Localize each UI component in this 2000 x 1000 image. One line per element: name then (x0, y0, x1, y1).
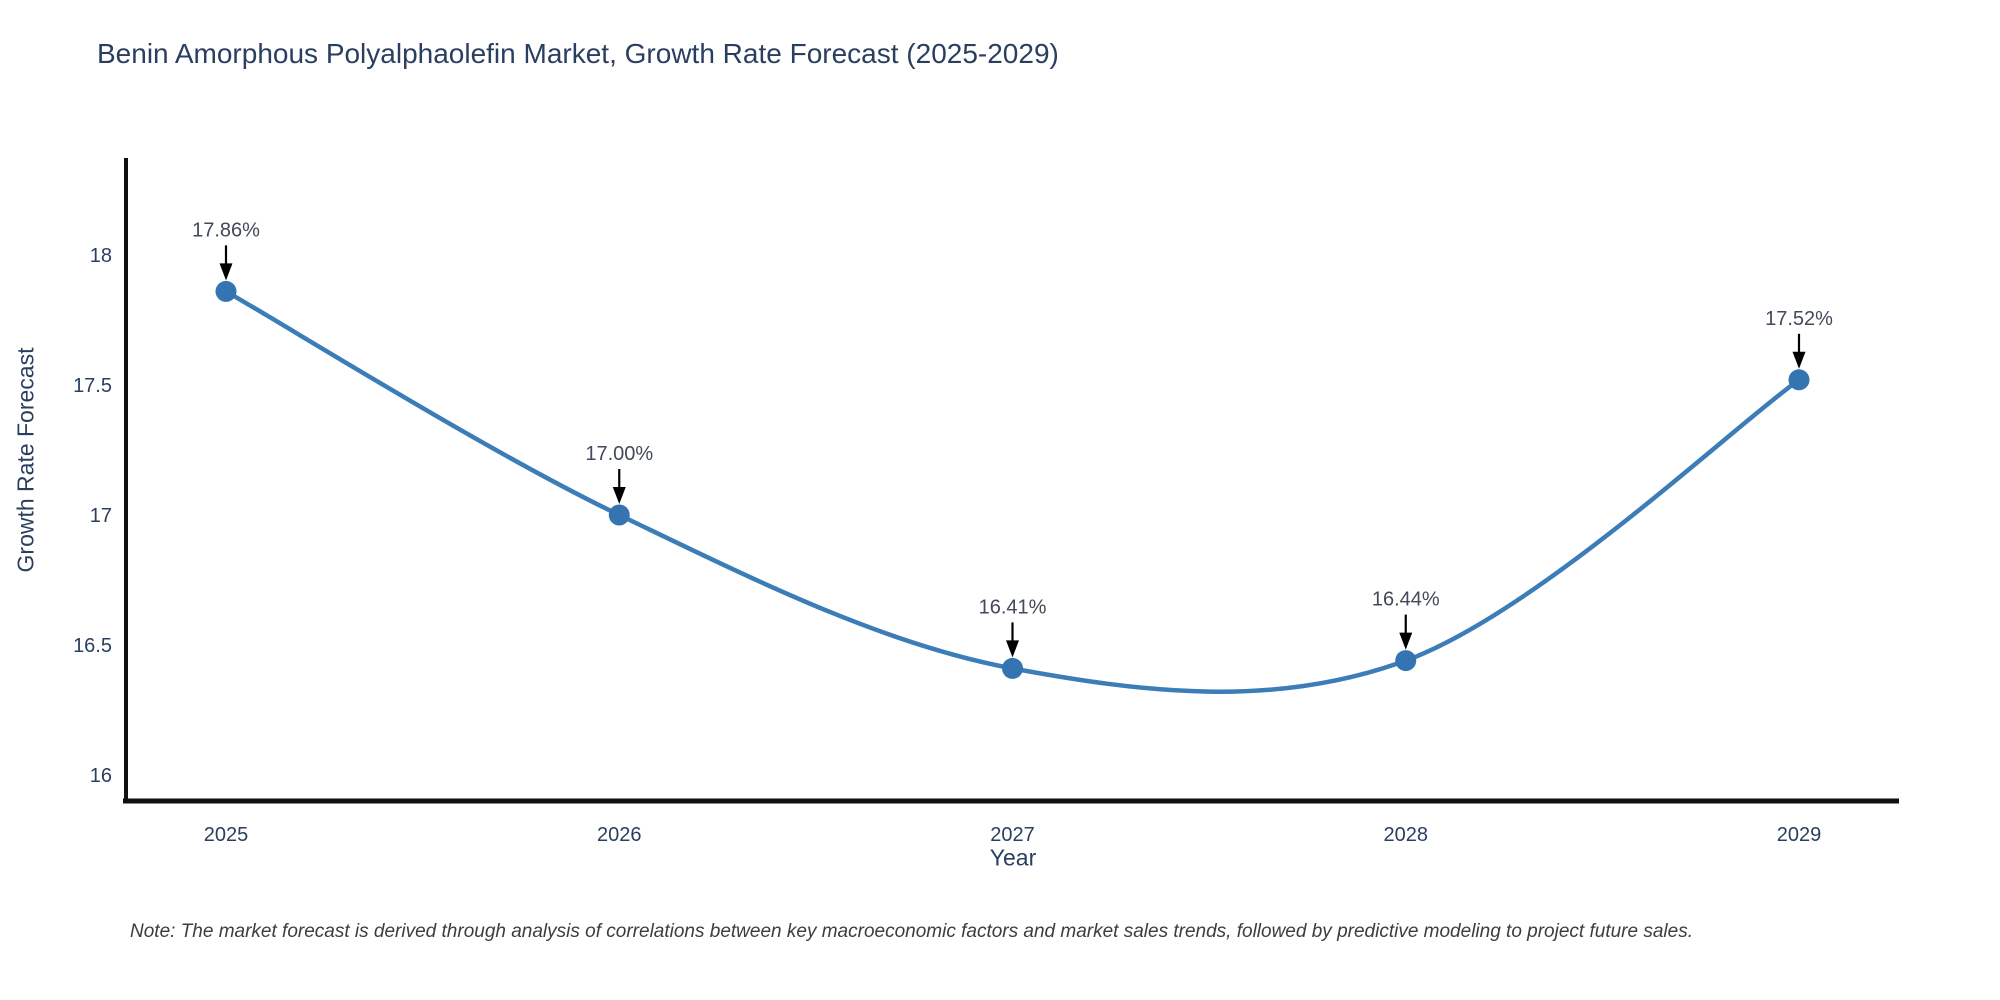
x-tick-label: 2025 (204, 824, 249, 846)
x-tick-label: 2026 (597, 824, 642, 846)
annotation-arrowhead-icon (1399, 632, 1413, 650)
y-tick-label: 16 (90, 765, 112, 787)
point-annotation-label: 16.41% (979, 596, 1047, 618)
point-annotation-label: 16.44% (1372, 589, 1440, 611)
data-point[interactable] (1788, 369, 1810, 391)
annotation-arrowhead-icon (612, 487, 626, 504)
data-point[interactable] (608, 504, 630, 526)
annotation-arrowhead-icon (219, 263, 233, 281)
data-point[interactable] (1002, 657, 1023, 679)
y-tick-label: 17 (90, 505, 112, 527)
annotation-arrowhead-icon (1006, 640, 1019, 658)
chart-footnote: Note: The market forecast is derived thr… (130, 921, 1693, 942)
point-annotation-label: 17.52% (1765, 308, 1833, 330)
x-axis-title: Year (989, 844, 1037, 871)
data-point[interactable] (215, 280, 237, 302)
annotation-arrowhead-icon (1792, 351, 1806, 369)
data-point[interactable] (1395, 650, 1417, 672)
x-tick-label: 2027 (990, 824, 1035, 846)
y-axis-title: Growth Rate Forecast (12, 347, 39, 573)
y-tick-label: 17.5 (73, 375, 112, 397)
point-annotation-label: 17.86% (192, 219, 260, 241)
chart-title: Benin Amorphous Polyalphaolefin Market, … (97, 38, 1059, 69)
y-tick-label: 18 (90, 245, 112, 267)
y-tick-label: 16.5 (73, 635, 112, 657)
point-annotation-label: 17.00% (585, 443, 653, 465)
x-tick-label: 2029 (1777, 824, 1822, 846)
x-tick-label: 2028 (1384, 824, 1429, 846)
